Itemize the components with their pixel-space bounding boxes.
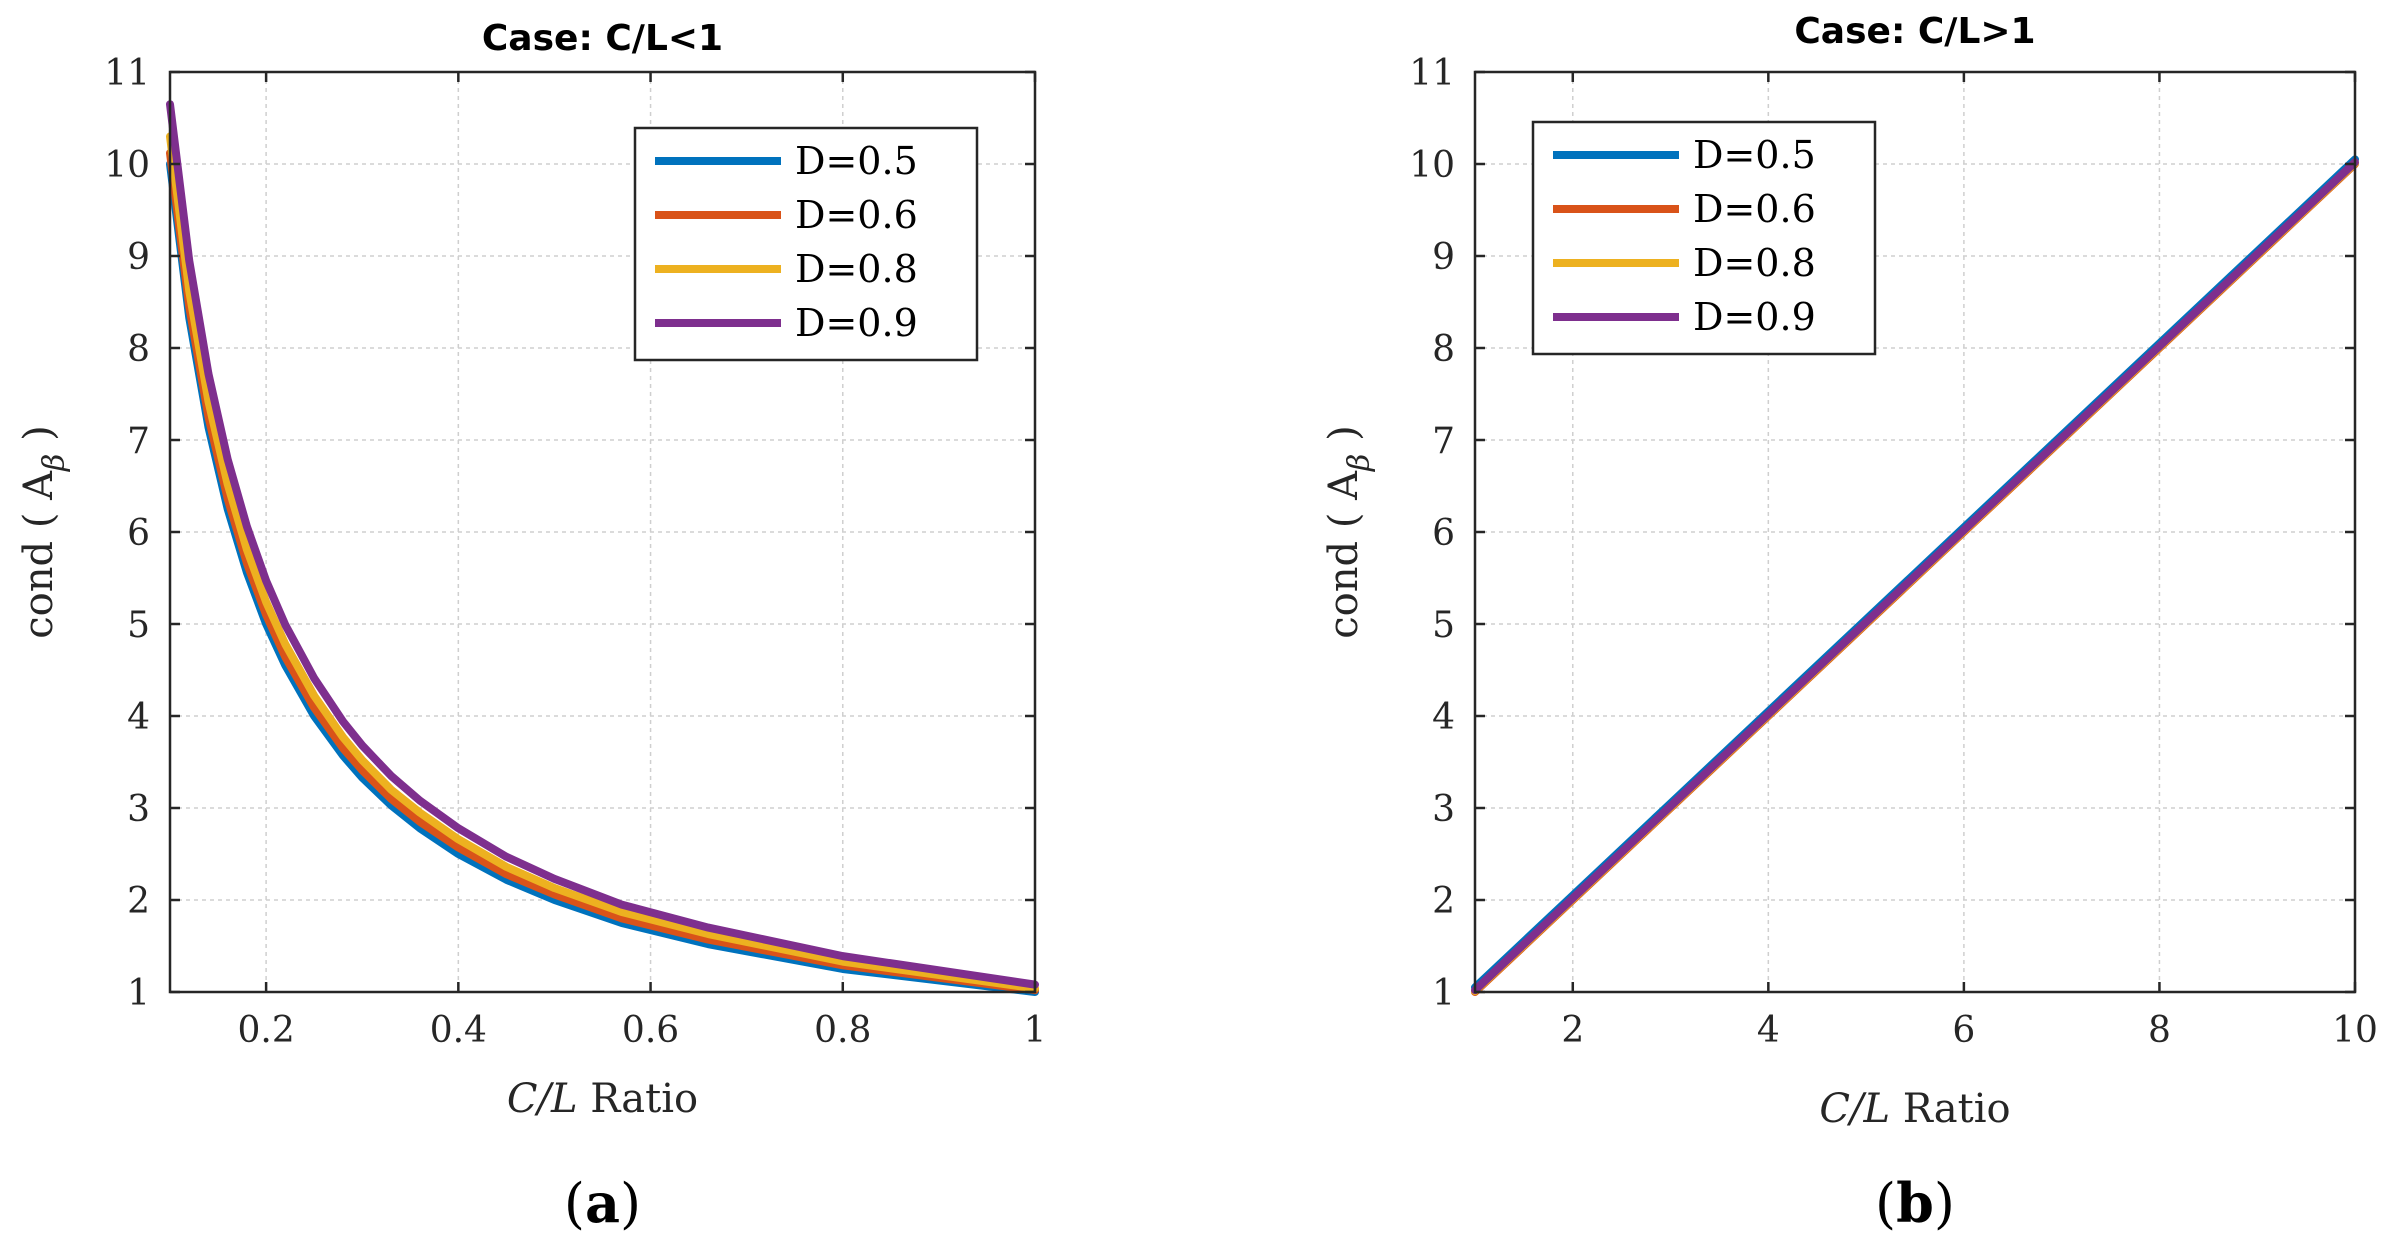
chart-title: Case: C/L<1 xyxy=(482,18,723,59)
y-tick-label: 3 xyxy=(1432,789,1455,830)
series-group xyxy=(1471,155,2359,996)
series-line-D08 xyxy=(166,132,1039,993)
x-tick-label: 4 xyxy=(1757,1010,1780,1051)
y-axis-label-subscript: β xyxy=(37,454,72,472)
panel-paren-open: ( xyxy=(564,1172,585,1235)
series-line-D09 xyxy=(166,100,1039,989)
y-tick-label: 5 xyxy=(1432,605,1455,646)
y-tick-label: 4 xyxy=(127,697,150,738)
y-tick-label: 11 xyxy=(104,53,150,94)
panel-letter: a xyxy=(585,1171,620,1235)
y-tick-label: 10 xyxy=(104,145,150,186)
panel-paren-close: ) xyxy=(620,1172,641,1235)
panel-paren-close: ) xyxy=(1934,1172,1955,1235)
y-tick-label: 8 xyxy=(1432,329,1455,370)
y-tick-label: 2 xyxy=(127,881,150,922)
y-tick-label: 6 xyxy=(1432,513,1455,554)
y-axis-label-end: ) xyxy=(1321,425,1367,453)
legend-label: D=0.8 xyxy=(1693,241,1816,285)
y-axis-label-end: ) xyxy=(16,425,62,453)
y-tick-label: 6 xyxy=(127,513,150,554)
x-tick-label: 8 xyxy=(2148,1010,2171,1051)
y-tick-label: 2 xyxy=(1432,881,1455,922)
y-tick-label: 8 xyxy=(127,329,150,370)
x-tick-label: 0.8 xyxy=(814,1010,871,1051)
x-tick-label: 10 xyxy=(2332,1010,2378,1051)
x-tick-label: 2 xyxy=(1561,1010,1584,1051)
panel-paren-open: ( xyxy=(1875,1172,1896,1235)
y-tick-label: 7 xyxy=(1432,421,1455,462)
y-axis-label-subscript: β xyxy=(1342,454,1377,472)
y-tick-label: 9 xyxy=(1432,237,1455,278)
legend-label: D=0.8 xyxy=(795,247,918,291)
legend-label: D=0.5 xyxy=(795,139,918,183)
series-group xyxy=(166,100,1039,996)
x-axis-label: C/L Ratio xyxy=(507,1076,698,1122)
legend: D=0.5 D=0.6 D=0.8 D=0.9 xyxy=(1531,120,1877,356)
chart-title: Case: C/L>1 xyxy=(1794,11,2035,52)
y-tick-label: 10 xyxy=(1409,145,1455,186)
y-tick-label: 4 xyxy=(1432,697,1455,738)
x-axis-label-rest: Ratio xyxy=(1890,1086,2011,1132)
y-tick-label: 7 xyxy=(127,421,150,462)
y-axis-label: cond ( Aβ ) xyxy=(16,425,72,638)
legend-label: D=0.6 xyxy=(795,193,918,237)
panel-label: (a) xyxy=(564,1171,641,1235)
y-tick-label: 5 xyxy=(127,605,150,646)
y-axis-label-main: cond ( A xyxy=(1321,470,1367,639)
x-tick-label: 6 xyxy=(1952,1010,1975,1051)
series-line-D09 xyxy=(1471,158,2359,995)
x-axis-label: C/L Ratio xyxy=(1819,1086,2010,1132)
y-tick-label: 1 xyxy=(127,973,150,1014)
y-tick-label: 9 xyxy=(127,237,150,278)
x-tick-label: 1 xyxy=(1024,1010,1047,1051)
y-axis-label: cond ( Aβ ) xyxy=(1321,425,1377,638)
legend: D=0.5 D=0.6 D=0.8 D=0.9 xyxy=(633,126,979,362)
x-tick-label: 0.2 xyxy=(237,1010,294,1051)
legend-label: D=0.6 xyxy=(1693,187,1816,231)
x-tick-label: 0.6 xyxy=(622,1010,679,1051)
panel-letter: b xyxy=(1896,1171,1934,1235)
x-axis-label-italic: C/L xyxy=(507,1076,578,1122)
y-tick-label: 11 xyxy=(1409,53,1455,94)
legend-label: D=0.5 xyxy=(1693,133,1816,177)
x-axis-label-rest: Ratio xyxy=(578,1076,699,1122)
panel-label: (b) xyxy=(1875,1171,1955,1235)
legend-label: D=0.9 xyxy=(1693,295,1816,339)
y-tick-label: 1 xyxy=(1432,973,1455,1014)
series-line-D06 xyxy=(166,148,1039,995)
x-tick-label: 0.4 xyxy=(430,1010,487,1051)
x-axis-label-italic: C/L xyxy=(1819,1086,1890,1132)
legend-label: D=0.9 xyxy=(795,301,918,345)
y-tick-label: 3 xyxy=(127,789,150,830)
y-axis-label-main: cond ( A xyxy=(16,470,62,639)
